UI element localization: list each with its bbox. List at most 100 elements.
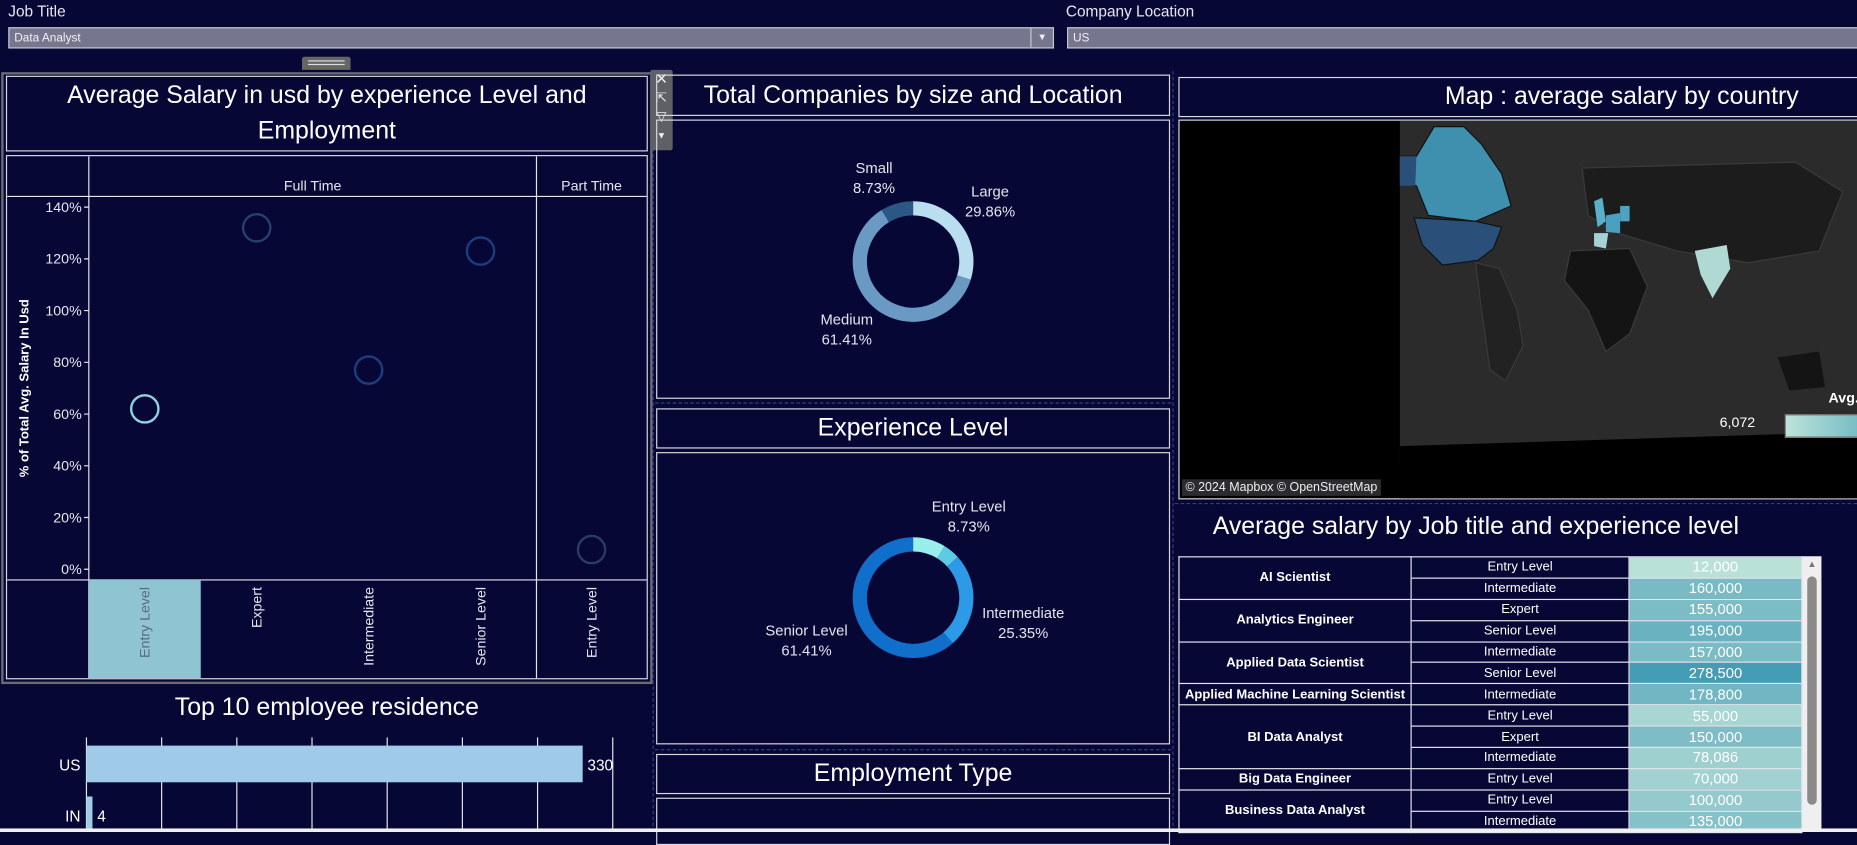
table-row: Senior Level 278,500 <box>1179 662 1803 685</box>
y-tick-label: 40% <box>53 459 82 475</box>
companies-chart-title: Total Companies by size and Location <box>656 74 1171 116</box>
scatter-point-full-time-expert <box>241 213 272 243</box>
salary-value-cell: 195,000 <box>1628 619 1803 643</box>
salary-value-cell: 70,000 <box>1628 767 1803 791</box>
company-location-filter-label: Company Location <box>1065 2 1195 21</box>
donut-label-senior: Senior Level 61.41% <box>765 622 848 660</box>
table-scrollbar[interactable]: ▲ <box>1802 556 1822 833</box>
filter-icon[interactable]: ▽ <box>656 110 667 125</box>
salary-value-cell: 78,086 <box>1628 746 1803 770</box>
country-united-kingdom <box>1594 197 1606 228</box>
donut-slice-large <box>913 201 974 280</box>
x-category-label: Entry Level <box>138 587 154 658</box>
table-row: Intermediate 160,000 <box>1179 577 1803 600</box>
map-attribution[interactable]: © 2024 Mapbox © OpenStreetMap <box>1181 479 1381 496</box>
pane-header-full-time: Full Time <box>284 179 342 195</box>
table-row: Applied Data Scientist Intermediate 157,00… <box>1178 640 1803 685</box>
employment-chart <box>656 797 1171 845</box>
experience-level-cell: Intermediate <box>1410 640 1630 664</box>
region-south-america <box>1474 261 1524 382</box>
salary-map[interactable]: © 2024 Mapbox © OpenStreetMap Avg. 6,072 <box>1178 119 1857 500</box>
x-category-label: Expert <box>249 587 265 628</box>
close-icon[interactable]: ✕ <box>654 69 668 88</box>
y-tick-label: 60% <box>53 407 82 423</box>
chevron-down-icon[interactable]: ▼ <box>1030 28 1053 48</box>
country-united-states <box>1413 217 1503 266</box>
experience-level-cell: Entry Level <box>1410 556 1630 579</box>
experience-level-cell: Entry Level <box>1410 704 1630 727</box>
donut-slice-intermediate <box>943 557 974 644</box>
floating-toolbar: ✕ ⇱ ▽ ▼ <box>650 69 673 151</box>
table-row: Analytics Engineer Expert 155,000 <box>1178 598 1803 643</box>
region-antarctica <box>1399 431 1857 499</box>
experience-level-cell: Intermediate <box>1410 746 1630 770</box>
salary-value-cell: 157,000 <box>1628 640 1803 664</box>
y-tick-label: 100% <box>45 303 82 319</box>
pane-header-part-time: Part Time <box>561 179 622 195</box>
y-tick-label: 80% <box>53 355 82 371</box>
job-title-cell: Analytics Engineer <box>1178 598 1412 643</box>
salary-chart-title: Average Salary in usd by experience Leve… <box>5 75 648 152</box>
experience-donut-chart: Entry Level 8.73% Intermediate 25.35% Seni… <box>656 452 1171 745</box>
job-title-filter-label: Job Title <box>8 2 66 21</box>
y-tick-label: 20% <box>53 510 82 526</box>
experience-level-cell: Senior Level <box>1410 619 1630 643</box>
salary-value-cell: 12,000 <box>1628 556 1803 579</box>
experience-level-cell: Expert <box>1410 725 1630 748</box>
bar-category-label: US <box>59 757 80 774</box>
table-row: AI Scientist Entry Level 12,000 <box>1178 556 1803 600</box>
resize-handle[interactable] <box>301 56 351 70</box>
experience-level-cell: Intermediate <box>1410 683 1630 706</box>
map-title: Map : average salary by country <box>1178 76 1857 118</box>
scatter-point-part-time-entry-level <box>576 534 607 565</box>
bar-us <box>86 745 583 783</box>
salary-panel-selected[interactable] <box>1 72 653 685</box>
experience-level-cell: Senior Level <box>1410 662 1630 685</box>
bar-category-label: IN <box>65 808 80 825</box>
donut-slice-senior-level <box>852 537 953 659</box>
job-title-value: Data Analyst <box>14 31 81 45</box>
scrollbar-thumb[interactable] <box>1807 576 1817 805</box>
table-row: BI Data Analyst Entry Level 55,000 <box>1178 704 1803 770</box>
donut-slice-entry-level <box>913 537 945 559</box>
experience-level-cell: Intermediate <box>1410 577 1630 600</box>
scroll-up-icon[interactable]: ▲ <box>1807 558 1817 570</box>
salary-chart: Full Time Part Time 0% 20% 40% 60% 80% 100% 120%… <box>5 155 648 680</box>
residence-chart-title: Top 10 employee residence <box>174 693 479 721</box>
job-title-cell: AI Scientist <box>1178 556 1412 600</box>
experience-level-cell: Entry Level <box>1410 789 1630 812</box>
residence-bar-svg: US 330 IN 4 <box>59 737 614 833</box>
country-alaska <box>1399 156 1417 186</box>
companies-donut-svg <box>852 201 974 322</box>
salary-value-cell: 155,000 <box>1628 598 1803 621</box>
table-row: Big Data Engineer Entry Level 70,000 <box>1178 767 1803 791</box>
table-row: Senior Level 195,000 <box>1179 619 1803 643</box>
divider <box>654 749 1172 751</box>
job-title-cell: Big Data Engineer <box>1178 767 1412 791</box>
x-category-label: Entry Level <box>584 587 600 658</box>
divider <box>654 402 1172 404</box>
job-title-cell: Applied Machine Learning Scientist <box>1178 683 1412 706</box>
more-dropdown-icon[interactable]: ▼ <box>656 130 667 141</box>
region-australia <box>1777 351 1826 391</box>
companies-donut-chart: Small 8.73% Large 29.86% Medium 61.41% <box>656 119 1171 399</box>
experience-chart-title: Experience Level <box>656 408 1171 449</box>
experience-donut-svg <box>852 537 974 659</box>
map-legend-min: 6,072 <box>1719 414 1756 431</box>
experience-level-cell: Expert <box>1410 598 1630 621</box>
popout-icon[interactable]: ⇱ <box>655 91 667 106</box>
divider <box>652 71 654 833</box>
table-row: Intermediate 78,086 <box>1179 746 1803 770</box>
company-location-value: US <box>1072 31 1090 45</box>
table-row: Intermediate 135,000 <box>1179 810 1803 833</box>
scatter-point-full-time-entry-level <box>129 394 160 424</box>
divider <box>1172 71 1174 833</box>
world-map <box>1399 120 1857 499</box>
job-title-cell: Business Data Analyst <box>1178 789 1412 833</box>
company-location-dropdown[interactable]: US <box>1067 27 1857 49</box>
y-tick-label: 140% <box>45 200 82 216</box>
job-title-dropdown[interactable]: Data Analyst ▼ <box>8 27 1055 49</box>
y-axis-label: % of Total Avg. Salary In Usd <box>16 299 31 477</box>
bottom-edge <box>0 828 1857 833</box>
x-category-label: Intermediate <box>361 587 377 666</box>
